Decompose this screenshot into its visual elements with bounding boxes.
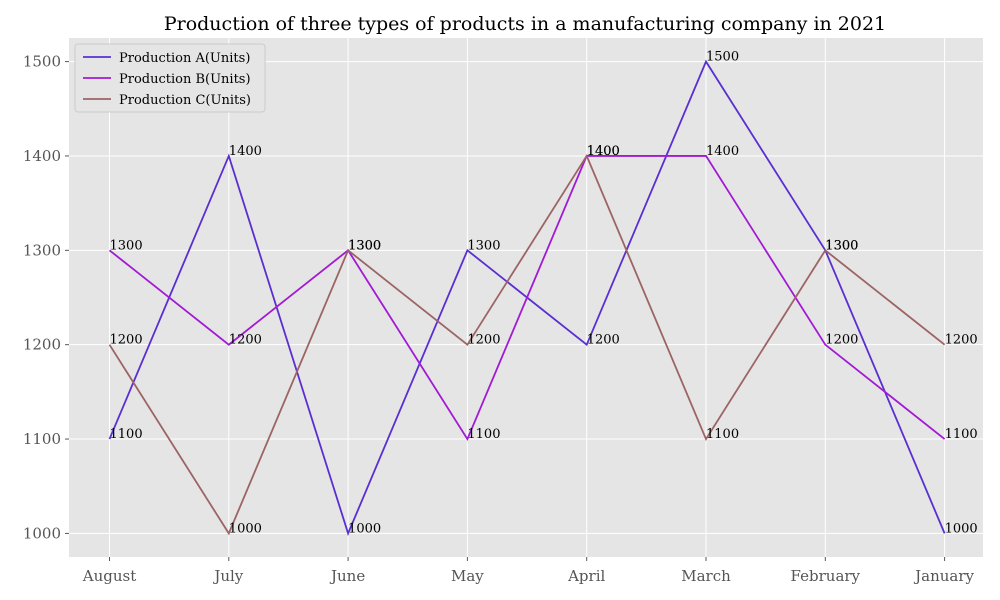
x-tick-label: August xyxy=(82,567,136,585)
data-label: 1200 xyxy=(587,333,620,348)
data-label: 1200 xyxy=(110,333,143,348)
data-label: 1000 xyxy=(945,521,978,536)
x-tick-label: May xyxy=(451,567,484,585)
x-tick-label: February xyxy=(791,567,861,585)
y-tick-label: 1300 xyxy=(23,241,61,259)
data-label: 1400 xyxy=(587,144,620,159)
legend-label: Production B(Units) xyxy=(119,72,251,87)
y-tick-label: 1500 xyxy=(23,53,61,71)
data-label: 1000 xyxy=(229,521,262,536)
x-tick-label: April xyxy=(567,567,605,585)
data-label: 1100 xyxy=(467,427,500,442)
data-label: 1100 xyxy=(706,427,739,442)
data-label: 1200 xyxy=(467,333,500,348)
data-labels: 1100 1400 1000 1300 1200 1500 1300 1000 1300 1200… xyxy=(110,50,978,537)
grid-lines xyxy=(69,38,983,557)
axis-ticks: 1000 1100 1200 1300 1400 1500 August July June Ma… xyxy=(23,53,975,585)
y-tick-label: 1100 xyxy=(23,430,61,448)
y-tick-label: 1400 xyxy=(23,147,61,165)
data-label: 1300 xyxy=(110,238,143,253)
legend-label: Production A(Units) xyxy=(119,51,250,66)
series-lines xyxy=(108,59,946,537)
data-label: 1000 xyxy=(348,521,381,536)
data-label: 1300 xyxy=(467,238,500,253)
data-label: 1300 xyxy=(348,238,381,253)
x-tick-label: January xyxy=(913,567,974,585)
legend-box xyxy=(74,43,266,113)
data-label: 1100 xyxy=(945,427,978,442)
data-label: 1300 xyxy=(348,238,381,253)
y-tick-label: 1000 xyxy=(23,524,61,542)
chart-title: Production of three types of products in… xyxy=(164,13,886,35)
series-line-3 xyxy=(108,154,946,536)
data-label: 1200 xyxy=(229,333,262,348)
data-label: 1400 xyxy=(229,144,262,159)
data-label: 1400 xyxy=(706,144,739,159)
x-tick-label: July xyxy=(212,567,243,585)
series-line-2 xyxy=(108,155,946,441)
data-label: 1200 xyxy=(825,333,858,348)
data-label: 1200 xyxy=(945,333,978,348)
x-tick-label: March xyxy=(681,567,731,585)
data-label: 1300 xyxy=(825,238,858,253)
data-label: 1400 xyxy=(587,144,620,159)
data-label: 1500 xyxy=(706,50,739,65)
legend: Production A(Units) Production B(Units) Pr… xyxy=(74,43,266,113)
y-tick-label: 1200 xyxy=(23,336,61,354)
data-label: 1100 xyxy=(110,427,143,442)
legend-label: Production C(Units) xyxy=(119,93,251,108)
x-tick-label: June xyxy=(329,567,365,585)
data-label: 1300 xyxy=(825,238,858,253)
